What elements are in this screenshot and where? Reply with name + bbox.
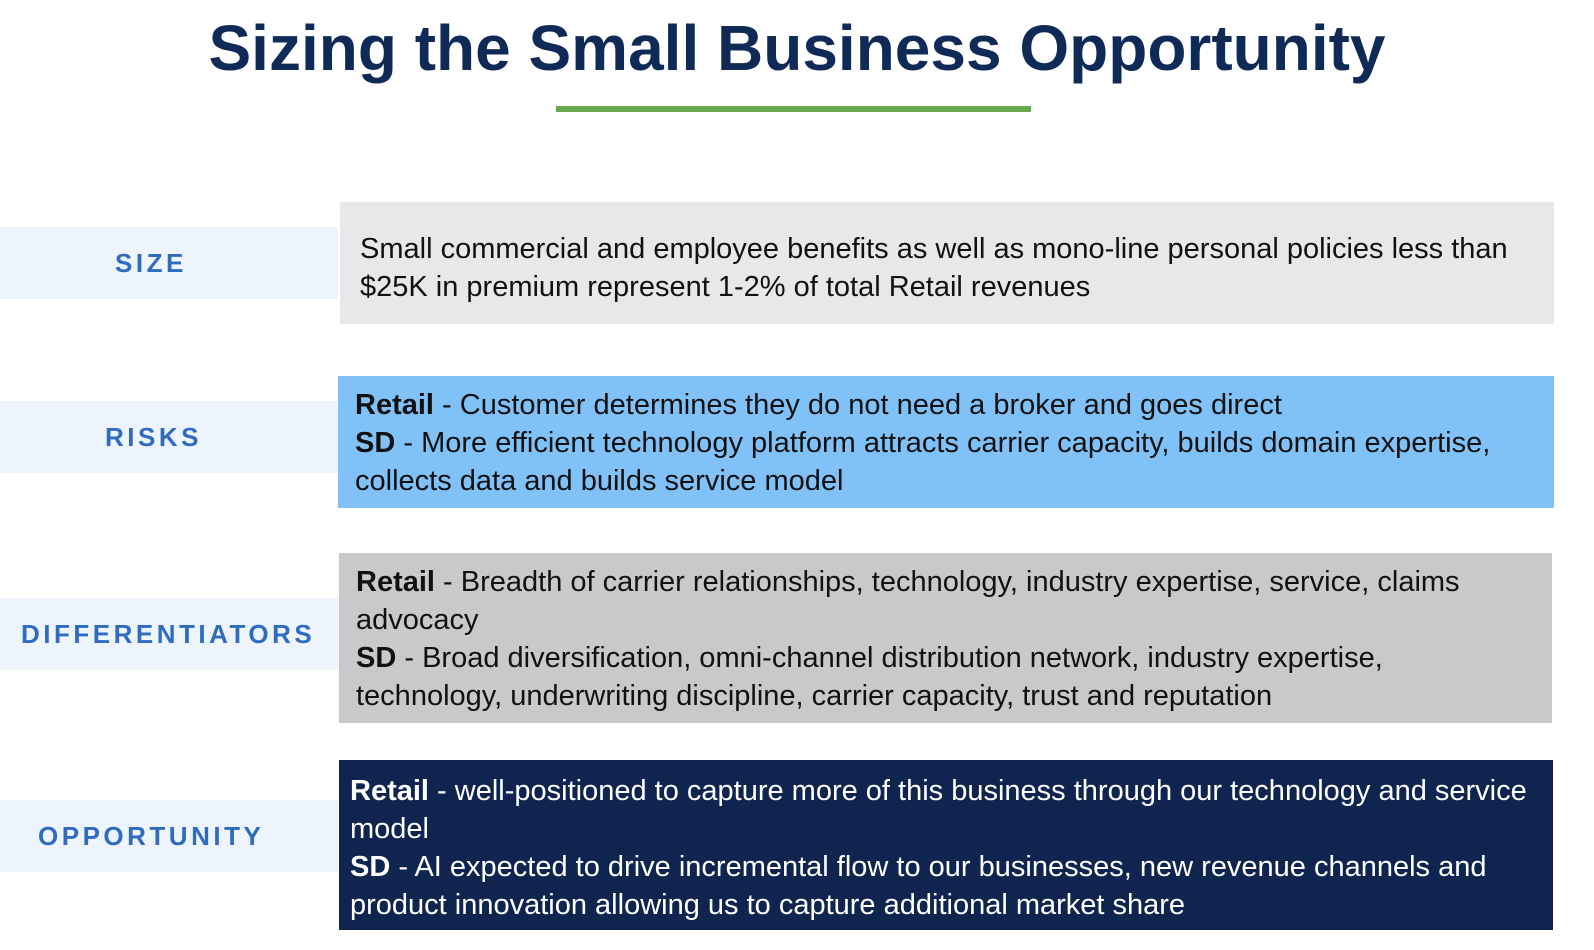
opportunity-sd-label: SD — [350, 851, 391, 883]
differentiators-label: DIFFERENTIATORS — [21, 618, 316, 649]
opportunity-sd-line: SD - AI expected to drive incremental fl… — [350, 848, 1533, 924]
differentiators-retail-text: - Breadth of carrier relationships, tech… — [356, 566, 1460, 636]
title-underline — [556, 106, 1031, 112]
size-box: Small commercial and employee benefits a… — [340, 202, 1554, 324]
differentiators-sd-label: SD — [356, 642, 397, 674]
opportunity-label: OPPORTUNITY — [38, 820, 265, 851]
risks-retail-text: - Customer determines they do not need a… — [433, 389, 1282, 421]
differentiators-box: Retail - Breadth of carrier relationship… — [339, 553, 1552, 723]
size-label: SIZE — [115, 247, 187, 278]
risks-sd-line: SD - More efficient technology platform … — [355, 424, 1534, 500]
opportunity-retail-text: - well-positioned to capture more of thi… — [350, 775, 1527, 845]
differentiators-retail-line: Retail - Breadth of carrier relationship… — [356, 563, 1532, 639]
risks-retail-label: Retail — [355, 389, 434, 421]
risks-sd-label: SD — [355, 427, 396, 459]
opportunity-retail-label: Retail — [350, 775, 429, 807]
opportunity-label-band: OPPORTUNITY — [0, 800, 338, 872]
risks-label-band: RISKS — [0, 401, 338, 473]
page-title: Sizing the Small Business Opportunity — [208, 12, 1386, 84]
differentiators-sd-text: - Broad diversification, omni-channel di… — [356, 642, 1383, 712]
opportunity-box: Retail - well-positioned to capture more… — [339, 760, 1553, 930]
differentiators-label-band: DIFFERENTIATORS — [0, 598, 338, 670]
opportunity-sd-text: - AI expected to drive incremental flow … — [350, 851, 1487, 921]
differentiators-retail-label: Retail — [356, 566, 435, 598]
risks-box: Retail - Customer determines they do not… — [338, 376, 1554, 508]
risks-sd-text: - More efficient technology platform att… — [355, 427, 1491, 497]
opportunity-retail-line: Retail - well-positioned to capture more… — [350, 772, 1533, 848]
size-label-band: SIZE — [0, 227, 338, 299]
size-text: Small commercial and employee benefits a… — [360, 233, 1508, 303]
risks-label: RISKS — [105, 421, 202, 452]
differentiators-sd-line: SD - Broad diversification, omni-channel… — [356, 639, 1532, 715]
risks-retail-line: Retail - Customer determines they do not… — [355, 386, 1534, 424]
